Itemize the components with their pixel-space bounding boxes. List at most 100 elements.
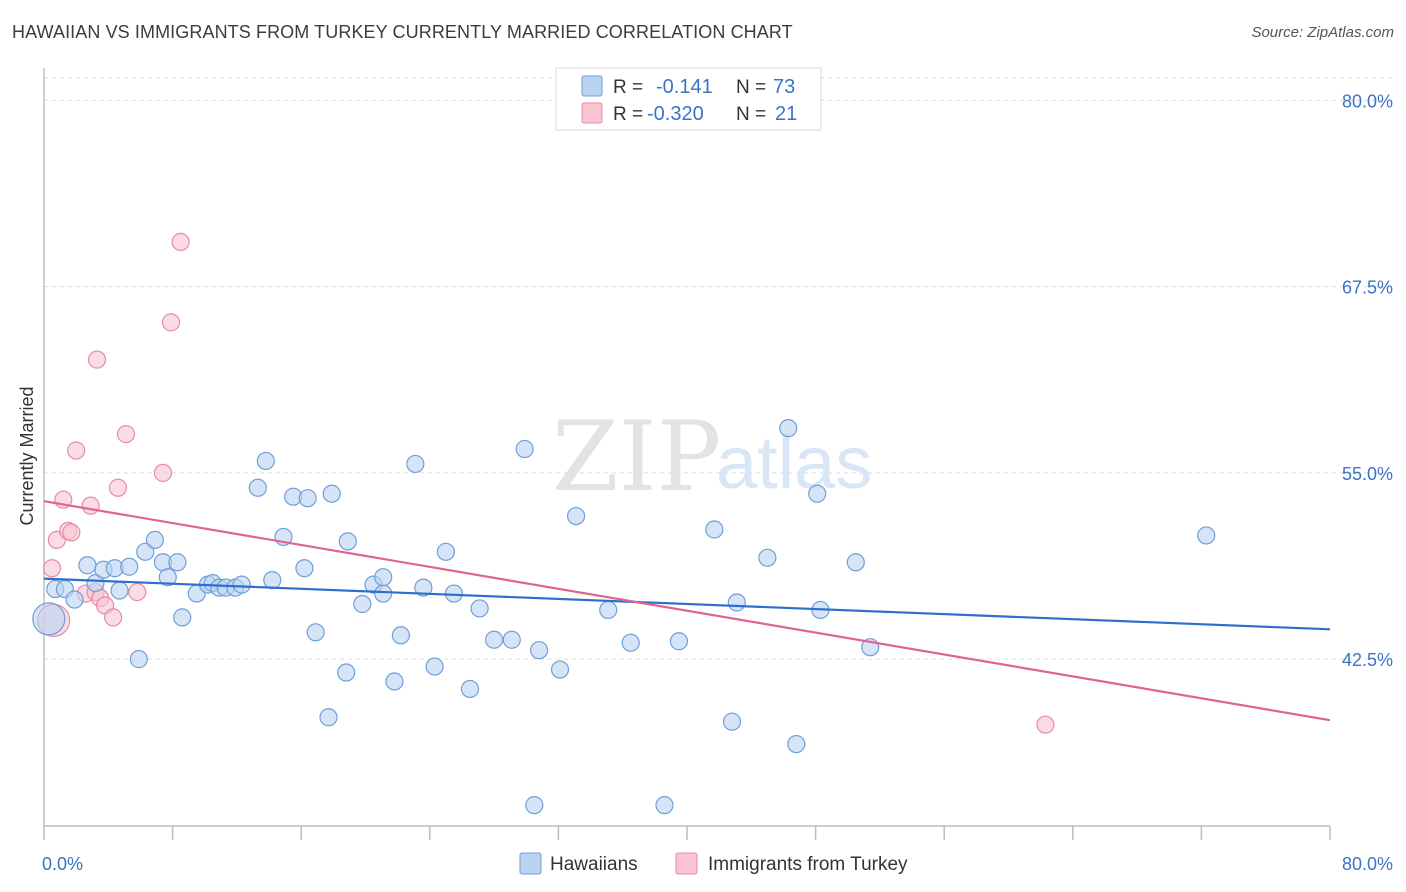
y-tick-label: 55.0%	[1342, 464, 1393, 484]
axes: 42.5% 55.0% 67.5% 80.0% 0.0% 80.0%	[42, 68, 1393, 874]
chart-title: HAWAIIAN VS IMMIGRANTS FROM TURKEY CURRE…	[12, 22, 793, 42]
point-hawaiians	[120, 557, 139, 576]
point-hawaiians	[470, 599, 489, 618]
point-hawaiians	[599, 600, 618, 620]
point-hawaiians	[808, 484, 827, 503]
point-hawaiians	[158, 568, 177, 587]
point-immigrants-from-turkey	[108, 478, 128, 497]
point-hawaiians	[787, 734, 806, 754]
series-immigrants-from-turkey-points	[37, 232, 1055, 734]
watermark-zip: ZIP	[552, 401, 721, 513]
watermark: ZIP atlas	[552, 401, 872, 513]
point-hawaiians	[722, 712, 742, 731]
point-immigrants-from-turkey	[67, 441, 86, 460]
point-hawaiians	[391, 626, 410, 645]
legend: R = -0.141 N = 73 R = -0.320 N = 21	[555, 67, 822, 131]
point-hawaiians	[65, 590, 84, 609]
legend-swatch-hawaiians	[581, 75, 603, 97]
point-hawaiians	[232, 575, 251, 594]
trend-line-immigrants-from-turkey	[43, 500, 1331, 722]
legend-swatch-immigrants-from-turkey	[581, 102, 603, 124]
point-hawaiians	[173, 608, 192, 627]
point-hawaiians	[669, 632, 689, 651]
point-hawaiians	[705, 520, 724, 539]
legend-r-label-2: R =	[613, 104, 643, 125]
point-hawaiians	[846, 553, 865, 572]
point-immigrants-from-turkey	[1036, 715, 1055, 734]
point-hawaiians	[374, 584, 393, 603]
point-hawaiians	[298, 489, 317, 508]
point-hawaiians	[145, 530, 165, 550]
point-hawaiians	[168, 553, 187, 572]
point-hawaiians	[322, 484, 341, 503]
point-hawaiians	[129, 650, 148, 669]
point-hawaiians	[460, 679, 480, 699]
legend-r-value-1: -0.141	[656, 76, 713, 98]
series-hawaiians-points	[32, 419, 1216, 815]
point-hawaiians	[436, 542, 455, 561]
point-immigrants-from-turkey	[87, 350, 107, 369]
point-hawaiians	[248, 478, 267, 497]
bottom-legend-swatch-immigrants-from-turkey	[675, 852, 698, 875]
point-hawaiians	[758, 548, 777, 567]
point-hawaiians	[425, 657, 444, 676]
point-hawaiians	[32, 602, 66, 636]
point-hawaiians	[502, 630, 521, 649]
point-hawaiians	[1197, 526, 1216, 545]
y-tick-label: 80.0%	[1342, 91, 1393, 111]
point-hawaiians	[621, 633, 640, 652]
point-hawaiians	[566, 506, 586, 526]
bottom-legend-label-immigrants-from-turkey: Immigrants from Turkey	[708, 854, 908, 875]
point-hawaiians	[136, 542, 155, 561]
point-hawaiians	[550, 660, 570, 679]
point-hawaiians	[485, 630, 504, 649]
bottom-legend-swatch-hawaiians	[519, 852, 542, 875]
point-immigrants-from-turkey	[153, 463, 173, 482]
point-hawaiians	[78, 556, 97, 575]
point-hawaiians	[779, 419, 798, 438]
point-hawaiians	[385, 672, 404, 691]
legend-r-label-1: R =	[613, 77, 643, 98]
y-axis-title: Currently Married	[17, 386, 37, 525]
legend-r-value-2: -0.320	[647, 103, 704, 125]
point-hawaiians	[319, 708, 338, 727]
point-hawaiians	[515, 439, 534, 459]
legend-n-label-2: N =	[736, 104, 766, 125]
point-hawaiians	[295, 559, 314, 578]
point-hawaiians	[655, 796, 674, 815]
point-immigrants-from-turkey	[116, 425, 136, 444]
point-hawaiians	[337, 663, 356, 682]
y-tick-label: 42.5%	[1342, 650, 1393, 670]
trend-lines	[43, 500, 1331, 722]
point-hawaiians	[406, 454, 425, 474]
legend-n-value-2: 21	[775, 103, 797, 125]
point-immigrants-from-turkey	[104, 608, 123, 627]
point-immigrants-from-turkey	[62, 523, 81, 542]
y-tick-label: 67.5%	[1342, 278, 1393, 298]
point-immigrants-from-turkey	[171, 232, 190, 252]
point-hawaiians	[263, 571, 282, 590]
point-immigrants-from-turkey	[42, 559, 62, 578]
point-immigrants-from-turkey	[161, 313, 181, 332]
point-hawaiians	[414, 578, 433, 597]
point-hawaiians	[110, 581, 129, 600]
point-hawaiians	[256, 451, 275, 471]
x-tick-label: 0.0%	[42, 854, 83, 874]
legend-n-value-1: 73	[773, 76, 795, 98]
point-immigrants-from-turkey	[81, 496, 100, 515]
point-hawaiians	[306, 623, 325, 642]
grid-lines	[44, 77, 1395, 660]
source-label: Source: ZipAtlas.com	[1251, 24, 1394, 41]
bottom-legend: Hawaiians Immigrants from Turkey	[519, 852, 908, 875]
point-hawaiians	[338, 532, 357, 551]
legend-n-label-1: N =	[736, 77, 766, 98]
point-hawaiians	[530, 641, 549, 660]
bottom-legend-label-hawaiians: Hawaiians	[550, 854, 638, 875]
point-hawaiians	[353, 594, 372, 614]
point-hawaiians	[86, 574, 105, 593]
point-hawaiians	[727, 593, 746, 612]
point-hawaiians	[374, 568, 393, 587]
x-tick-label: 80.0%	[1342, 854, 1393, 874]
point-immigrants-from-turkey	[128, 582, 147, 602]
